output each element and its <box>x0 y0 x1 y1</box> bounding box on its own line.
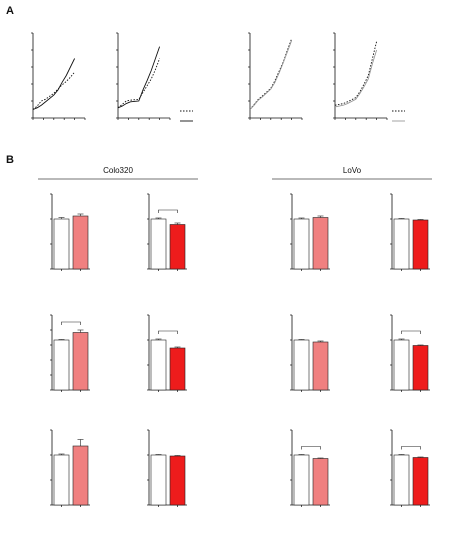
series-line-nac <box>117 46 161 109</box>
bar <box>312 217 329 270</box>
significance-bracket <box>61 321 81 325</box>
bar-chart-7 <box>290 314 330 392</box>
line-chart-4 <box>333 32 405 122</box>
line-chart-3 <box>248 32 303 120</box>
bar <box>312 458 329 506</box>
series-line-nac <box>32 58 76 110</box>
group-label-right: LoVo <box>343 166 362 175</box>
series-line-ctrl <box>32 71 75 110</box>
bar-chart-11 <box>290 429 330 507</box>
bar-chart-8 <box>390 314 430 392</box>
significance-bracket <box>401 446 421 450</box>
bar-chart-12 <box>390 429 430 507</box>
bar <box>393 339 410 391</box>
bar <box>293 454 310 506</box>
significance-bracket <box>301 446 321 450</box>
bar <box>412 345 429 391</box>
bar-chart-9 <box>50 429 90 507</box>
bar <box>293 339 310 391</box>
bar <box>53 339 70 391</box>
bar-chart-10 <box>147 429 187 507</box>
charts-layer <box>31 32 430 507</box>
bar <box>393 218 410 270</box>
bar <box>72 215 89 270</box>
bar <box>72 445 89 506</box>
bar <box>150 454 167 506</box>
bar <box>169 224 186 270</box>
bar-chart-1 <box>50 193 90 271</box>
bar <box>150 218 167 270</box>
bar <box>393 454 410 506</box>
bar-chart-2 <box>147 193 187 271</box>
series-line-dmso <box>249 38 293 110</box>
line-chart-2 <box>116 32 193 122</box>
panel-label-a: A <box>6 5 14 17</box>
significance-bracket <box>401 330 421 334</box>
bar <box>293 218 310 270</box>
panel-label-b: B <box>6 154 14 166</box>
series-line-trolox <box>249 40 293 110</box>
significance-bracket <box>158 209 178 213</box>
bar <box>312 341 329 391</box>
bar-chart-3 <box>290 193 330 271</box>
bar <box>412 219 429 270</box>
series-line-trolox <box>334 49 378 108</box>
bar <box>150 339 167 391</box>
bar <box>169 455 186 506</box>
line-chart-1 <box>31 32 86 120</box>
group-label-left: Colo320 <box>103 166 133 175</box>
series-line-dmso <box>334 41 378 106</box>
bar <box>53 218 70 270</box>
significance-bracket <box>158 330 178 334</box>
bar <box>169 347 186 391</box>
bar-chart-4 <box>390 193 430 271</box>
bar-chart-6 <box>147 314 187 392</box>
bar <box>72 332 89 391</box>
bar-chart-5 <box>50 314 90 392</box>
bar <box>412 457 429 506</box>
bar <box>53 454 70 506</box>
